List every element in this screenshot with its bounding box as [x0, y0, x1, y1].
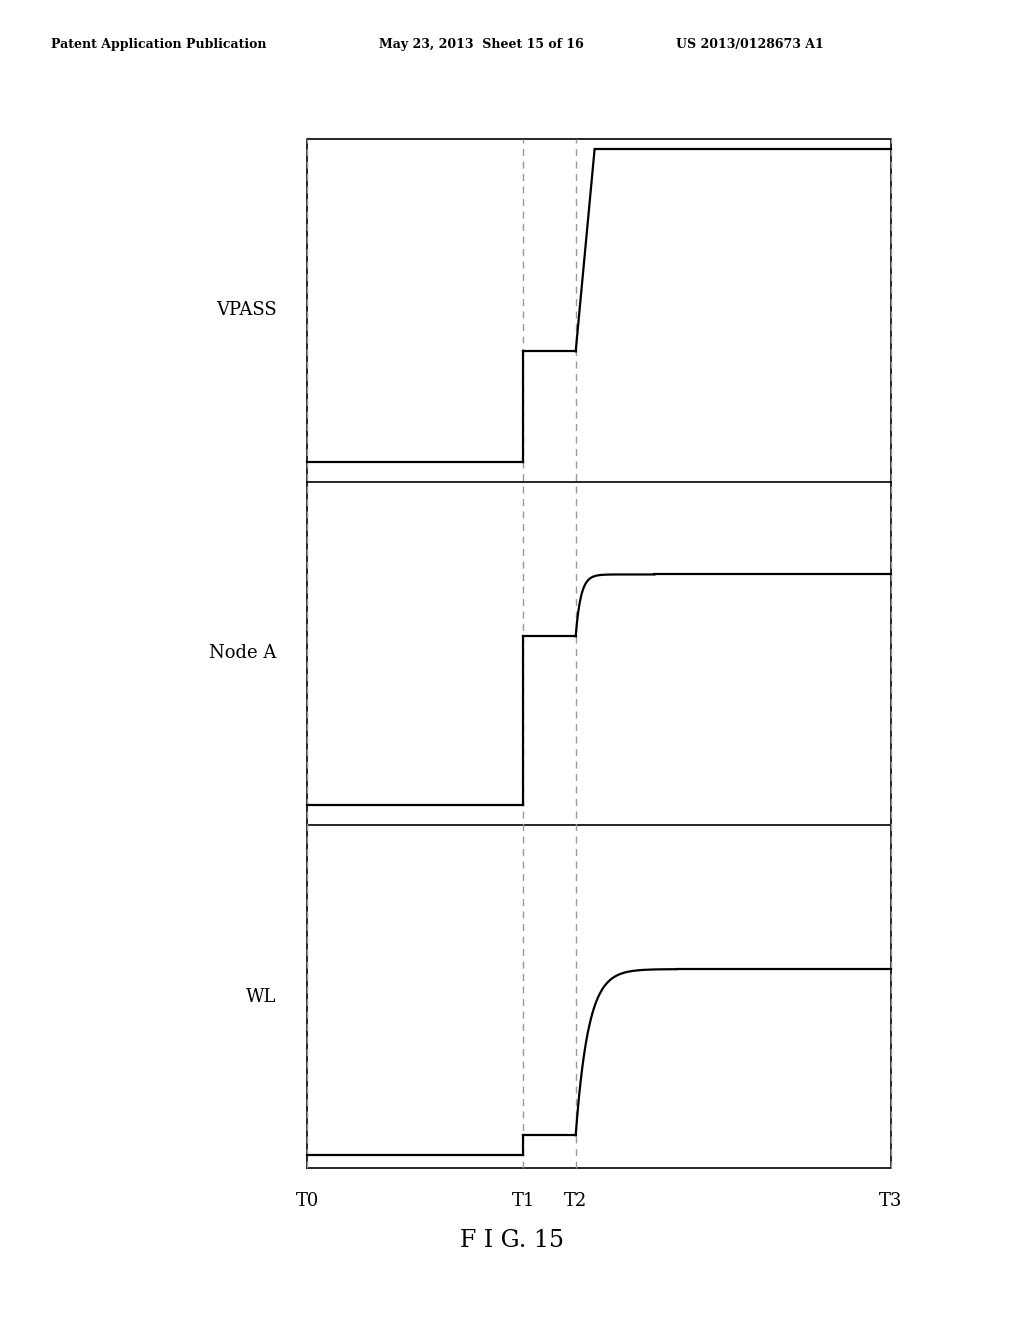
Text: F I G. 15: F I G. 15 [460, 1229, 564, 1253]
Text: T0: T0 [296, 1192, 318, 1210]
Text: T3: T3 [880, 1192, 902, 1210]
Text: May 23, 2013  Sheet 15 of 16: May 23, 2013 Sheet 15 of 16 [379, 37, 584, 50]
Text: Patent Application Publication: Patent Application Publication [51, 37, 266, 50]
Text: Node A: Node A [209, 644, 276, 663]
Text: WL: WL [246, 987, 276, 1006]
Text: T1: T1 [511, 1192, 535, 1210]
Text: T2: T2 [564, 1192, 588, 1210]
Text: VPASS: VPASS [216, 301, 276, 319]
Text: US 2013/0128673 A1: US 2013/0128673 A1 [676, 37, 823, 50]
